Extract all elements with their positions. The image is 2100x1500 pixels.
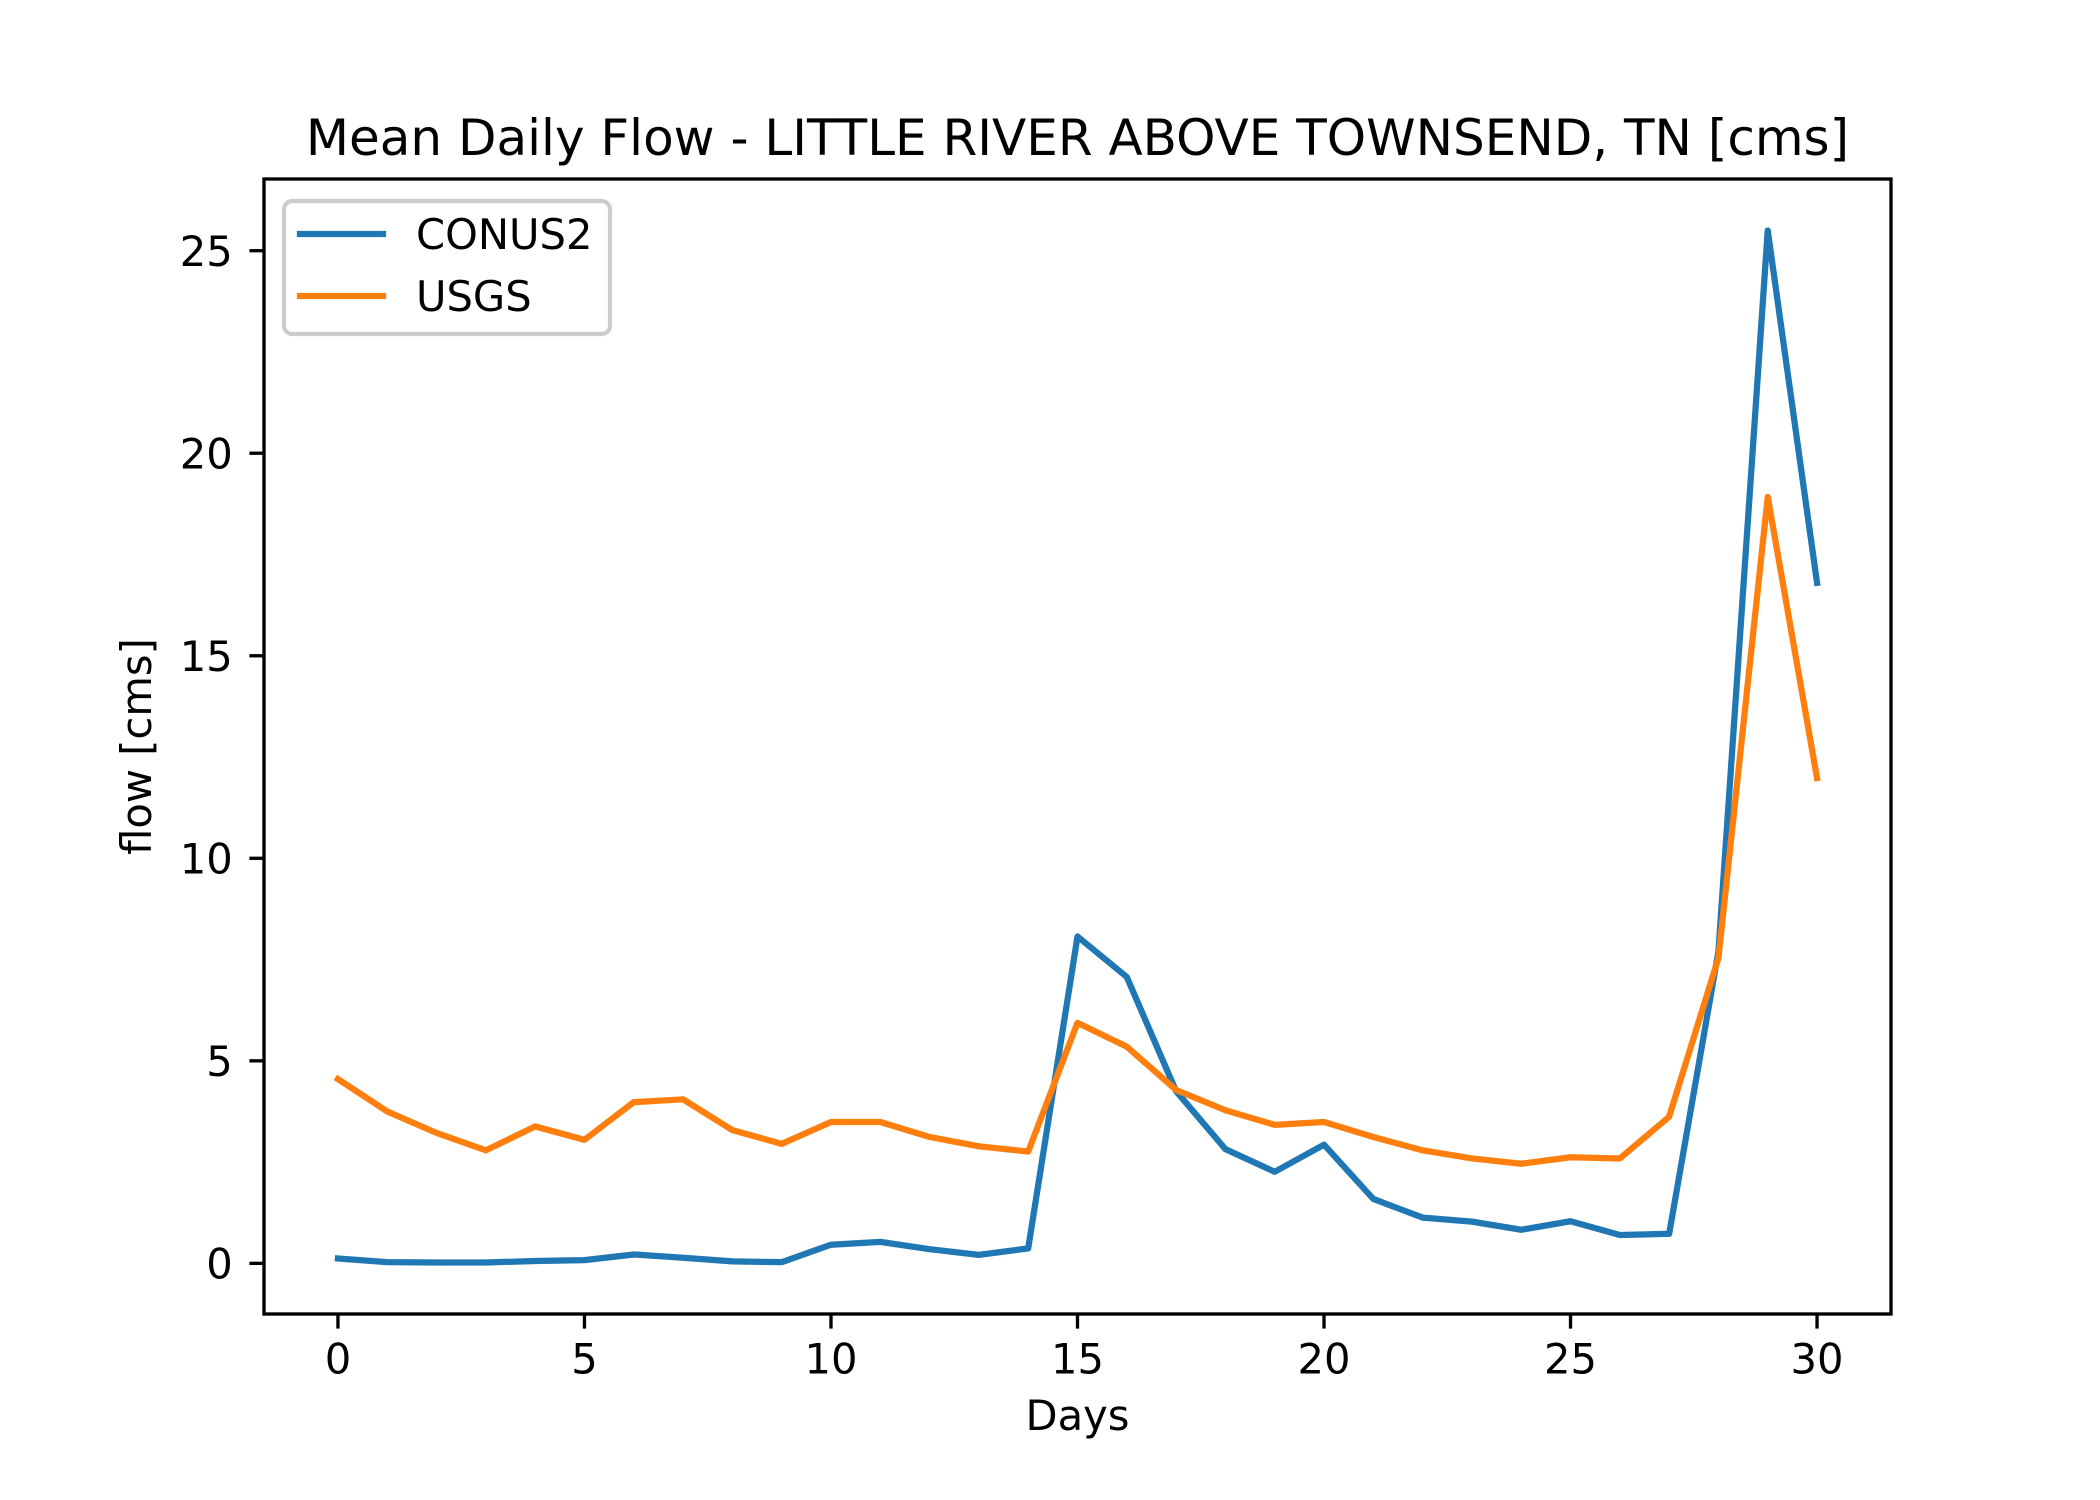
y-tick-label: 15 <box>180 632 233 681</box>
x-axis: 0 5 10 15 20 25 30 <box>325 1314 1844 1384</box>
y-tick-label: 25 <box>180 227 233 276</box>
x-axis-label: Days <box>1026 1391 1130 1440</box>
y-axis: 0 5 10 15 20 25 <box>180 227 264 1289</box>
y-axis-label: flow [cms] <box>112 638 161 855</box>
legend-label-conus2: CONUS2 <box>416 210 592 259</box>
y-tick-label: 0 <box>206 1240 233 1289</box>
series-line-usgs <box>333 493 1821 1167</box>
legend-label-usgs: USGS <box>416 272 532 321</box>
plot-area <box>264 179 1891 1314</box>
y-tick-label: 5 <box>206 1037 233 1086</box>
y-tick-label: 10 <box>180 834 233 883</box>
x-tick-label: 20 <box>1298 1335 1351 1384</box>
legend: CONUS2 USGS <box>281 198 613 337</box>
x-tick-label: 30 <box>1791 1335 1844 1384</box>
x-tick-label: 5 <box>571 1335 598 1384</box>
x-tick-label: 10 <box>804 1335 857 1384</box>
x-tick-label: 0 <box>325 1335 352 1384</box>
x-tick-label: 25 <box>1544 1335 1597 1384</box>
series-layer <box>333 227 1821 1266</box>
series-line-conus2 <box>334 227 1821 1266</box>
y-tick-label: 20 <box>180 429 233 478</box>
axes-frame <box>262 177 1893 1316</box>
chart-title: Mean Daily Flow - LITTLE RIVER ABOVE TOW… <box>306 109 1849 167</box>
x-tick-label: 15 <box>1051 1335 1104 1384</box>
